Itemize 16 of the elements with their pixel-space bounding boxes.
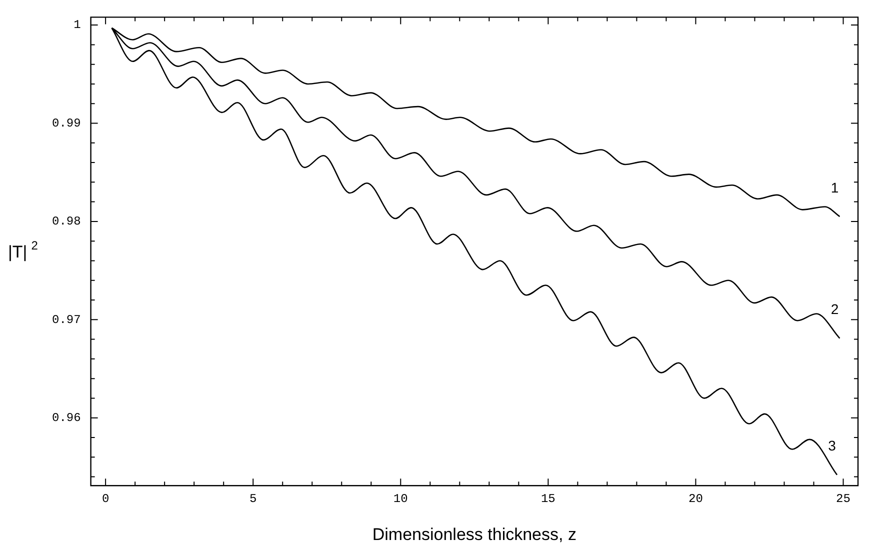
y-axis-title: |T|2 — [8, 238, 38, 262]
x-tick-label: 10 — [393, 492, 408, 506]
x-tick-label: 5 — [249, 492, 257, 506]
x-tick-label: 20 — [688, 492, 703, 506]
y-tick-label: 0.98 — [52, 214, 81, 229]
x-tick-label: 0 — [102, 492, 110, 506]
legend-label: 2 — [830, 301, 839, 318]
x-tick-label: 15 — [540, 492, 556, 506]
x-tick-label: 25 — [836, 492, 850, 506]
legend-label: 3 — [828, 438, 836, 454]
y-tick-label: 0.96 — [52, 411, 81, 426]
y-tick-label: 0.99 — [52, 116, 81, 130]
x-axis-title: Dimensionless thickness, z — [372, 525, 576, 544]
y-tick-label: 1 — [74, 18, 81, 32]
legend-label: 1 — [830, 179, 839, 196]
y-tick-label: 0.97 — [52, 312, 81, 327]
